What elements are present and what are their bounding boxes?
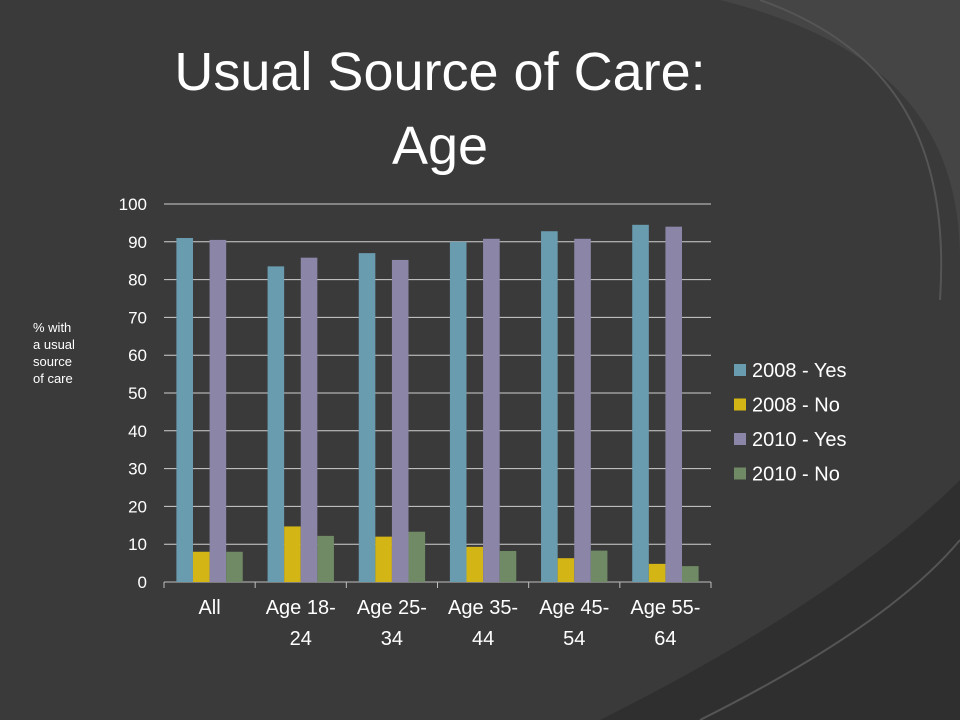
bar-2008-no xyxy=(466,546,484,582)
x-tick-label: 64 xyxy=(654,628,676,650)
bar-2008-no xyxy=(284,526,301,582)
bar-2010-yes xyxy=(391,259,409,582)
x-tick-label: Age 25- xyxy=(357,597,427,619)
x-tick-label: Age 18- xyxy=(266,597,336,619)
bar-2010-yes xyxy=(209,239,227,582)
slide-title-line-1: Usual Source of Care: xyxy=(174,42,706,102)
y-axis-label-line: % with xyxy=(33,320,72,335)
legend-entry: 2010 - No xyxy=(752,464,840,486)
slide-title-line-2: Age xyxy=(391,116,489,176)
bar-2008-no xyxy=(375,536,392,582)
legend-swatch xyxy=(734,467,746,480)
legend-swatch xyxy=(734,398,746,411)
x-tick-label: 44 xyxy=(472,628,494,650)
bar-2010-yes xyxy=(300,257,318,582)
y-tick-label: 40 xyxy=(128,422,147,441)
bar-2010-yes xyxy=(574,238,591,582)
y-axis-label-line: source xyxy=(33,354,73,369)
y-tick-label: 50 xyxy=(128,384,147,403)
bar-2010-yes xyxy=(483,238,500,582)
bar-2008-yes xyxy=(358,253,376,582)
y-tick-label: 90 xyxy=(128,233,147,252)
legend-swatch xyxy=(734,433,746,445)
x-tick-label: Age 55- xyxy=(630,597,700,619)
legend-swatch xyxy=(734,364,746,376)
y-axis-label-line: a usual xyxy=(33,337,75,352)
bar-2010-no xyxy=(317,535,334,582)
y-tick-label: 70 xyxy=(128,308,147,327)
bar-2008-yes xyxy=(632,224,649,583)
y-tick-label: 80 xyxy=(128,271,147,290)
y-tick-label: 30 xyxy=(128,460,147,479)
bar-2010-no xyxy=(408,531,426,582)
bar-2010-no xyxy=(590,550,608,582)
bar-2008-no xyxy=(557,558,575,582)
y-tick-label: 0 xyxy=(138,573,147,592)
bar-2008-yes xyxy=(267,266,285,582)
y-tick-label: 100 xyxy=(119,195,147,214)
bar-2008-yes xyxy=(449,241,467,583)
bar-2010-no xyxy=(499,551,517,582)
x-tick-label: 54 xyxy=(563,628,585,650)
bar-2008-no xyxy=(648,563,666,582)
bar-2008-yes xyxy=(176,238,193,582)
y-axis-label: % with a usual source of care xyxy=(33,319,93,387)
y-tick-label: 10 xyxy=(128,535,147,554)
bar-2008-no xyxy=(192,551,210,582)
bar-2010-no xyxy=(682,566,699,582)
y-axis-label-line: of care xyxy=(33,371,73,386)
y-tick-label: 20 xyxy=(128,497,147,516)
legend-entry: 2008 - No xyxy=(752,395,840,417)
x-tick-label: 24 xyxy=(290,628,312,650)
legend-entry: 2010 - Yes xyxy=(752,429,847,451)
bar-2010-no xyxy=(226,551,243,582)
x-tick-label: Age 45- xyxy=(539,597,609,619)
legend-entry: 2008 - Yes xyxy=(752,360,847,382)
x-tick-label: Age 35- xyxy=(448,597,518,619)
bar-2008-yes xyxy=(541,231,558,582)
x-tick-label: 34 xyxy=(381,628,403,650)
bar-2010-yes xyxy=(665,226,683,582)
y-tick-label: 60 xyxy=(128,346,147,365)
x-tick-label: All xyxy=(198,597,220,619)
